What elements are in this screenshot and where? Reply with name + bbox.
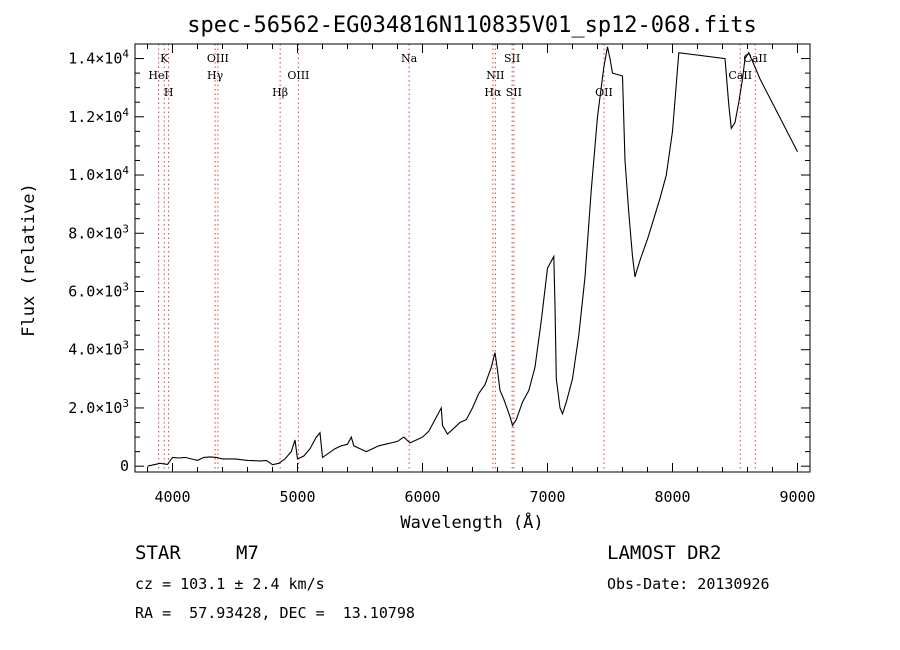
line-marker-label: SII <box>506 86 522 99</box>
object-subclass-label: M7 <box>236 542 259 564</box>
object-class-label: STAR <box>135 542 181 564</box>
line-marker-label: OIII <box>287 69 309 82</box>
x-tick-label: 9000 <box>779 488 815 506</box>
line-marker-label: SII <box>504 52 520 65</box>
line-marker-label: NII <box>486 69 504 82</box>
chart-title: spec-56562-EG034816N110835V01_sp12-068.f… <box>187 13 757 38</box>
y-tick-label: 1.0×104 <box>68 164 129 184</box>
line-marker-label: OIII <box>207 52 229 65</box>
line-marker-label: Na <box>401 52 418 65</box>
coordinates-label: RA = 57.93428, DEC = 13.10798 <box>135 604 415 622</box>
y-tick-label: 4.0×103 <box>68 339 129 359</box>
y-tick-label: 0 <box>120 457 129 475</box>
line-marker-label: CaII <box>728 69 752 82</box>
spectrum-series <box>147 46 798 467</box>
x-tick-label: 5000 <box>279 488 315 506</box>
line-marker-label: HeI <box>148 69 168 82</box>
line-marker-label: Hα <box>484 86 502 99</box>
y-tick-label: 8.0×103 <box>68 222 129 242</box>
x-axis-label: Wavelength (Å) <box>400 511 543 533</box>
line-marker-label: K <box>160 52 169 65</box>
y-tick-label: 6.0×103 <box>68 280 129 300</box>
line-marker-label: CaII <box>743 52 767 65</box>
line-marker-label: OII <box>595 86 613 99</box>
observation-date-label: Obs-Date: 20130926 <box>607 575 770 593</box>
x-tick-label: 8000 <box>654 488 690 506</box>
spectrum-line-0 <box>147 46 798 467</box>
spectral-line-markers: K HeI H OIII Hγ Hβ OIII Na NII Hα SII SII OII CaII CaI… <box>148 44 767 472</box>
x-tick-label: 6000 <box>404 488 440 506</box>
y-axis: 0 2.0×103 4.0×103 6.0×103 8.0×103 1.0×104 1.2×… <box>68 48 810 475</box>
line-marker-label: Hγ <box>207 69 224 82</box>
redshift-label: cz = 103.1 ± 2.4 km/s <box>135 575 325 593</box>
x-tick-label: 7000 <box>529 488 565 506</box>
line-marker-label: Hβ <box>272 86 288 99</box>
y-tick-label: 1.2×104 <box>68 106 129 126</box>
y-axis-label: Flux (relative) <box>19 183 39 337</box>
y-tick-label: 1.4×104 <box>68 48 129 68</box>
survey-label: LAMOST DR2 <box>607 542 722 564</box>
x-axis: 4000 5000 6000 7000 8000 9000 <box>147 44 816 506</box>
x-tick-label: 4000 <box>154 488 190 506</box>
line-marker-label: H <box>164 86 174 99</box>
y-tick-label: 2.0×103 <box>68 397 129 417</box>
spectrum-chart: spec-56562-EG034816N110835V01_sp12-068.f… <box>19 13 816 533</box>
